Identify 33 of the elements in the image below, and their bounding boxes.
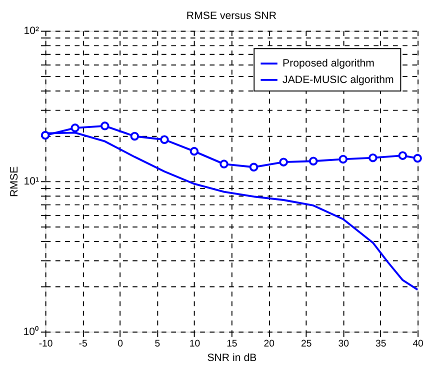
x-tick-label: 20: [264, 338, 275, 350]
point: [40, 130, 50, 140]
x-tick-label: 25: [301, 338, 312, 350]
point: [413, 154, 422, 163]
point: [279, 158, 288, 166]
x-tick-label: 0: [118, 338, 123, 350]
point: [368, 153, 378, 162]
y-tick-label: 10⁰: [23, 325, 40, 338]
x-tick-label: -5: [78, 338, 88, 350]
point: [160, 135, 169, 144]
point: [338, 154, 348, 164]
point: [70, 124, 80, 132]
chart-title: RMSE versus SNR: [186, 10, 277, 22]
y-axis-title: RMSE: [8, 166, 21, 197]
point: [249, 162, 258, 172]
x-tick-label: 40: [412, 338, 424, 350]
legend-label: Proposed algorithm: [282, 57, 375, 70]
x-tick-label: -10: [38, 338, 53, 350]
point: [220, 160, 228, 168]
point: [398, 151, 408, 160]
point: [308, 156, 318, 166]
point: [190, 146, 199, 156]
y-tick-label: 10²: [24, 25, 40, 38]
x-tick-label: 35: [375, 338, 386, 350]
y-tick-label: 10¹: [24, 176, 40, 188]
point: [100, 122, 110, 130]
x-tick-label: 15: [226, 338, 238, 350]
x-axis-title: SNR in dB: [207, 352, 257, 364]
point: [130, 132, 140, 141]
x-tick-label: 30: [338, 338, 349, 350]
x-tick-label: 10: [189, 338, 200, 350]
legend-label: JADE-MUSIC algorithm: [282, 74, 394, 86]
x-tick-label: 5: [154, 338, 160, 350]
